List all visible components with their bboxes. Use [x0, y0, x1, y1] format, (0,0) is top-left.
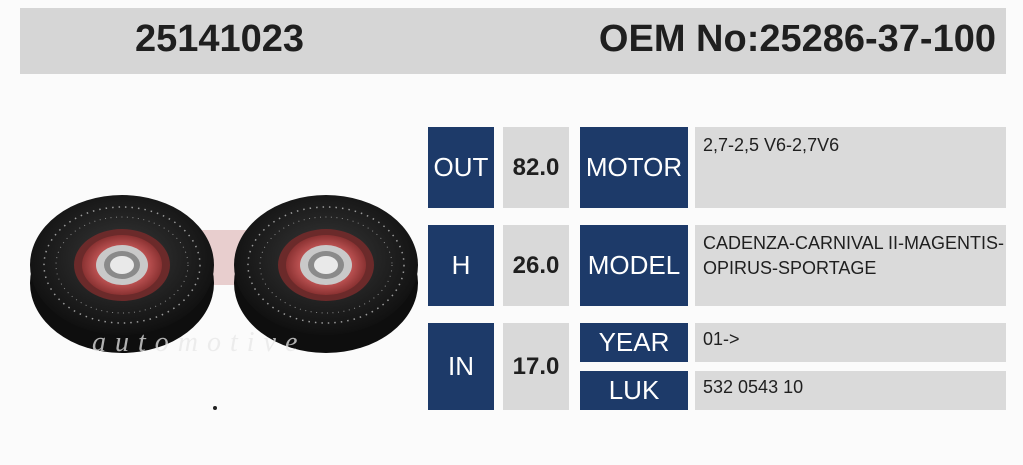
model-line-2: OPIRUS-SPORTAGE — [703, 258, 877, 278]
luk-label: LUK — [580, 371, 688, 410]
model-value: CADENZA-CARNIVAL II-MAGENTIS- OPIRUS-SPO… — [695, 225, 1006, 306]
motor-label: MOTOR — [580, 127, 688, 208]
product-image: automotive — [29, 194, 419, 358]
spec-label-out: OUT — [428, 127, 494, 208]
model-label: MODEL — [580, 225, 688, 306]
spec-value-h: 26.0 — [503, 225, 569, 306]
spec-label-h: H — [428, 225, 494, 306]
part-number: 25141023 — [135, 18, 305, 60]
year-value: 01-> — [695, 323, 1006, 362]
year-label: YEAR — [580, 323, 688, 362]
motor-value: 2,7-2,5 V6-2,7V6 — [695, 127, 1006, 208]
model-line-1: CADENZA-CARNIVAL II-MAGENTIS- — [703, 233, 1005, 253]
spec-label-in: IN — [428, 323, 494, 410]
spec-value-in: 17.0 — [503, 323, 569, 410]
spec-value-out: 82.0 — [503, 127, 569, 208]
speck — [213, 406, 217, 410]
luk-value: 532 0543 10 — [695, 371, 1006, 410]
watermark-text: automotive — [92, 327, 306, 358]
header-bar: 25141023 OEM No:25286-37-100 — [20, 8, 1006, 74]
oem-number: OEM No:25286-37-100 — [598, 18, 996, 60]
